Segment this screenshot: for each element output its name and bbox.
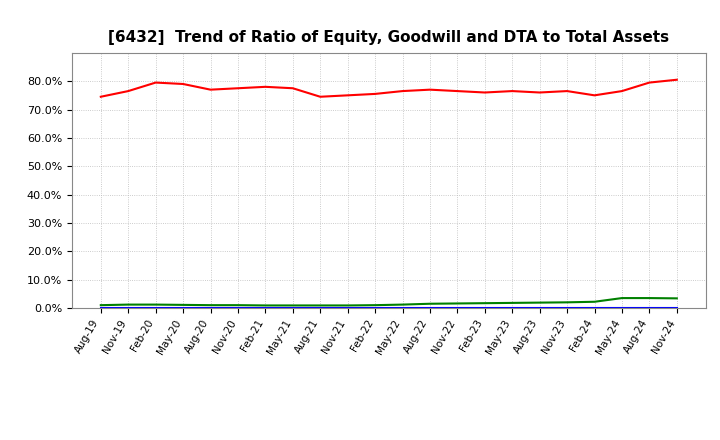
Goodwill [480,305,489,311]
Equity [96,94,105,99]
Deferred Tax Assets [563,300,572,305]
Goodwill [563,305,572,311]
Equity [508,88,516,94]
Line: Equity: Equity [101,80,677,97]
Deferred Tax Assets [289,303,297,308]
Line: Deferred Tax Assets: Deferred Tax Assets [101,298,677,305]
Equity [672,77,681,82]
Deferred Tax Assets [426,301,434,306]
Equity [206,87,215,92]
Goodwill [233,305,242,311]
Equity [645,80,654,85]
Goodwill [343,305,352,311]
Equity [453,88,462,94]
Equity [480,90,489,95]
Deferred Tax Assets [179,302,187,308]
Equity [289,86,297,91]
Deferred Tax Assets [371,303,379,308]
Equity [179,81,187,87]
Equity [371,91,379,96]
Goodwill [371,305,379,311]
Deferred Tax Assets [645,295,654,301]
Deferred Tax Assets [398,302,407,307]
Deferred Tax Assets [316,303,325,308]
Goodwill [124,305,132,311]
Goodwill [426,305,434,311]
Equity [563,88,572,94]
Goodwill [618,305,626,311]
Deferred Tax Assets [590,299,599,304]
Equity [316,94,325,99]
Deferred Tax Assets [233,303,242,308]
Deferred Tax Assets [672,296,681,301]
Title: [6432]  Trend of Ratio of Equity, Goodwill and DTA to Total Assets: [6432] Trend of Ratio of Equity, Goodwil… [108,29,670,45]
Equity [618,88,626,94]
Goodwill [508,305,516,311]
Deferred Tax Assets [206,303,215,308]
Deferred Tax Assets [261,303,270,308]
Goodwill [289,305,297,311]
Deferred Tax Assets [124,302,132,307]
Deferred Tax Assets [480,301,489,306]
Goodwill [453,305,462,311]
Deferred Tax Assets [151,302,160,307]
Deferred Tax Assets [96,303,105,308]
Goodwill [672,305,681,311]
Deferred Tax Assets [343,303,352,308]
Equity [124,88,132,94]
Goodwill [206,305,215,311]
Goodwill [179,305,187,311]
Goodwill [590,305,599,311]
Deferred Tax Assets [508,300,516,305]
Equity [233,86,242,91]
Goodwill [645,305,654,311]
Equity [343,93,352,98]
Goodwill [536,305,544,311]
Equity [590,93,599,98]
Equity [398,88,407,94]
Equity [536,90,544,95]
Goodwill [398,305,407,311]
Equity [151,80,160,85]
Deferred Tax Assets [453,301,462,306]
Goodwill [316,305,325,311]
Equity [261,84,270,89]
Goodwill [261,305,270,311]
Goodwill [96,305,105,311]
Goodwill [151,305,160,311]
Deferred Tax Assets [618,295,626,301]
Equity [426,87,434,92]
Deferred Tax Assets [536,300,544,305]
